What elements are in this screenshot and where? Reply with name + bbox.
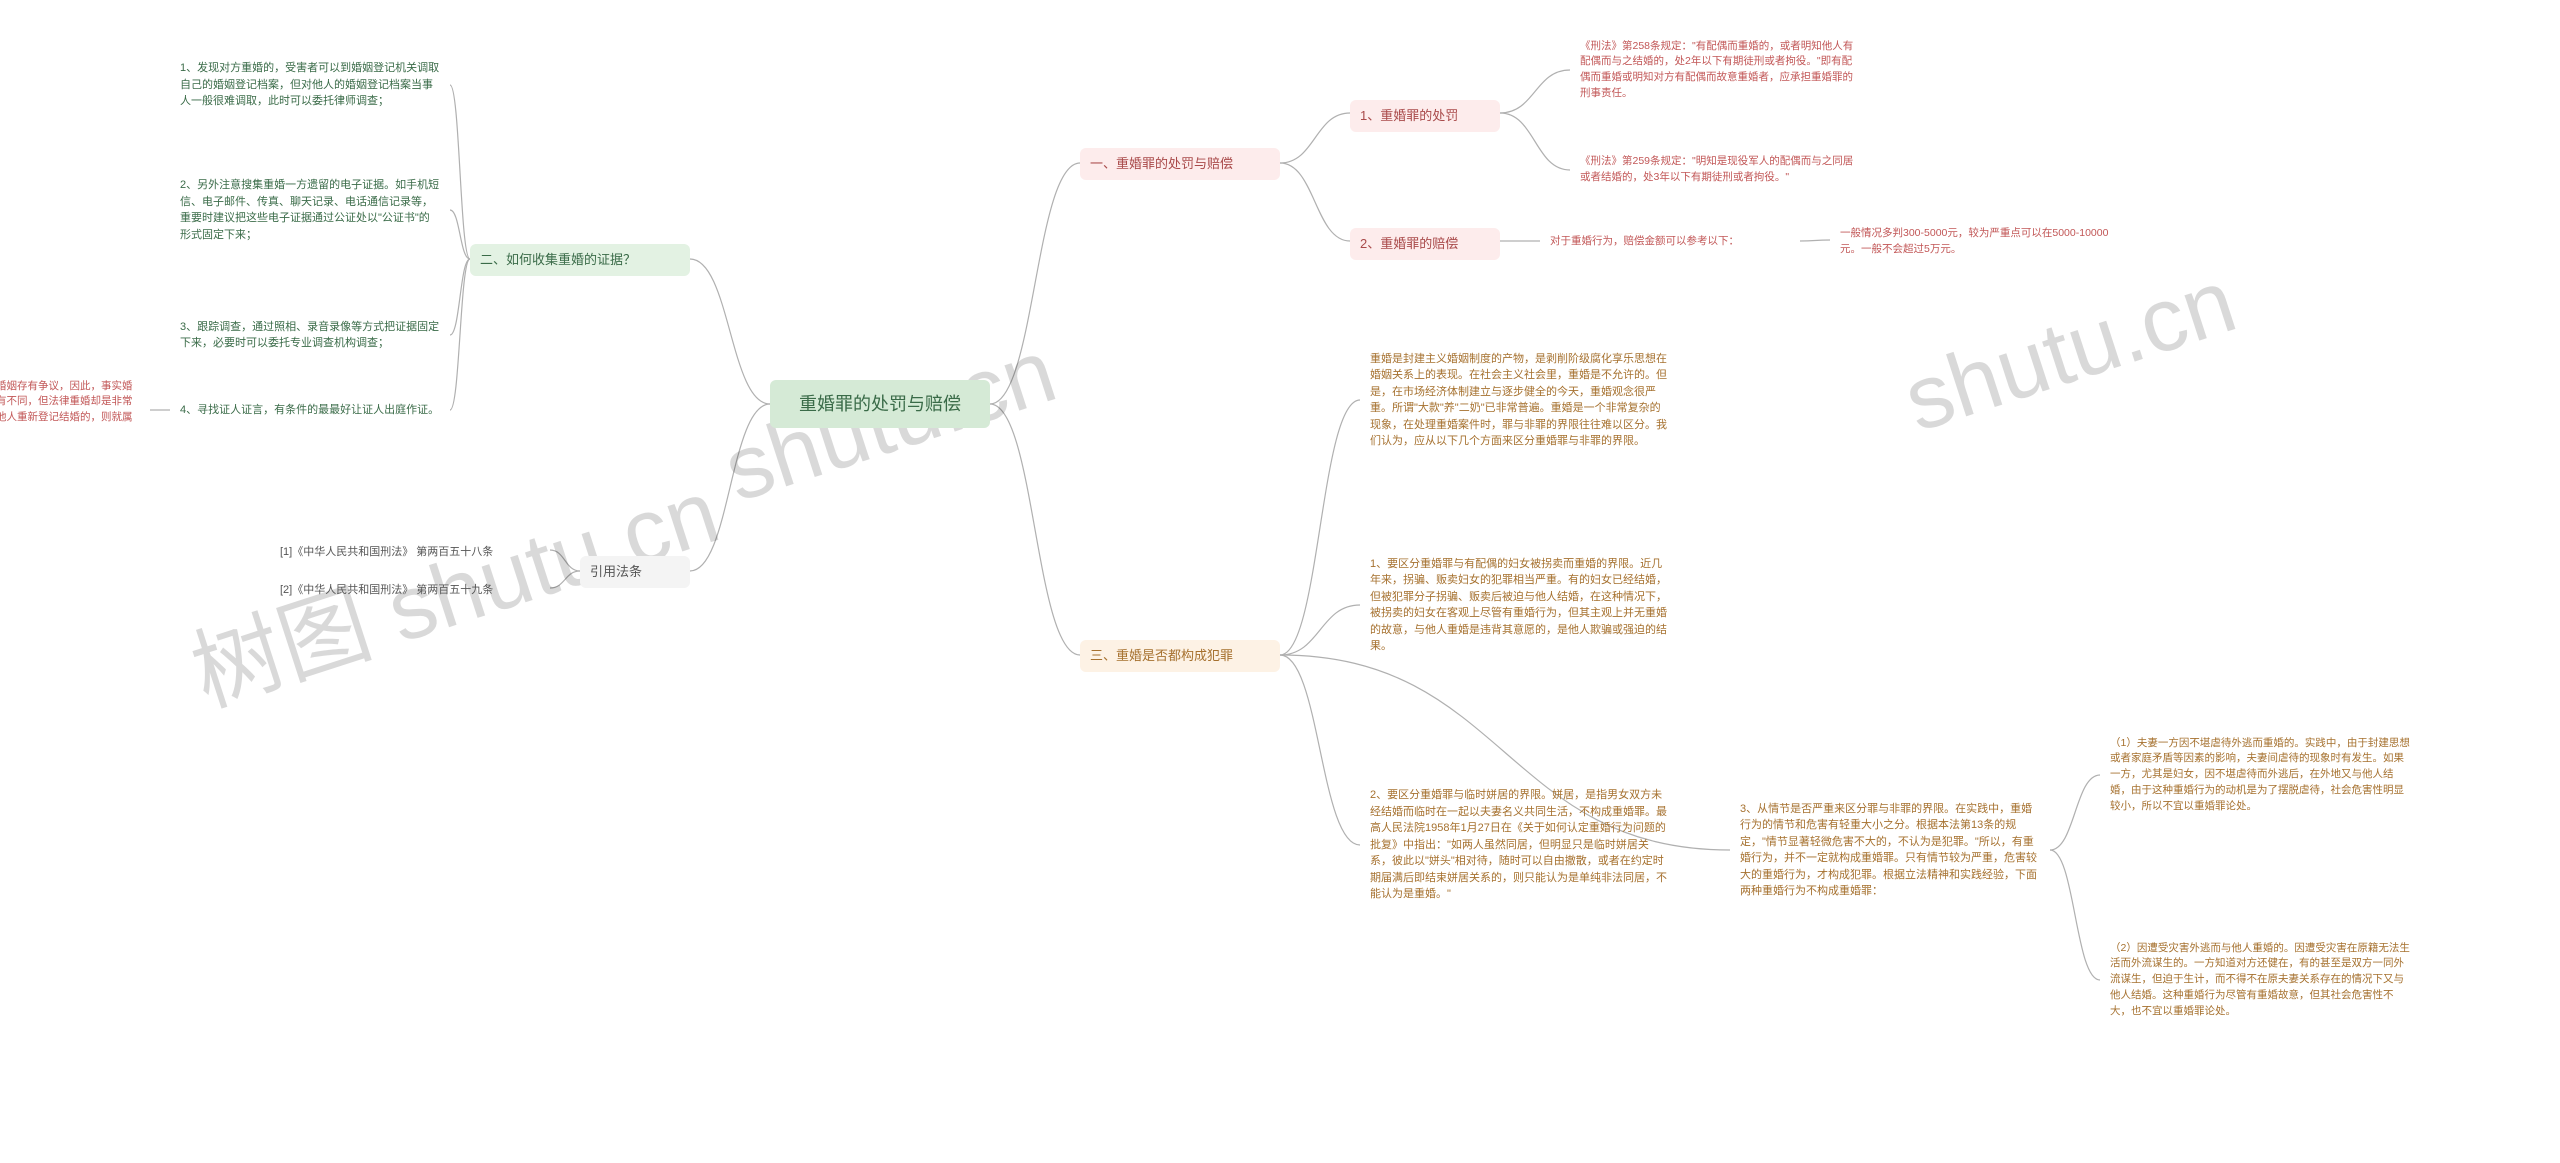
node-l3b[interactable]: [2]《中华人民共和国刑法》 第两百五十九条 — [270, 576, 550, 605]
node-r3d1[interactable]: （1）夫妻一方因不堪虐待外逃而重婚的。实践中，由于封建思想或者家庭矛盾等因素的影… — [2100, 700, 2420, 850]
node-r1a[interactable]: 1、重婚罪的处罚 — [1350, 100, 1500, 132]
node-l2b[interactable]: 2、另外注意搜集重婚一方遗留的电子证据。如手机短信、电子邮件、传真、聊天记录、电… — [170, 160, 450, 260]
node-r1b[interactable]: 2、重婚罪的赔偿 — [1350, 228, 1500, 260]
node-r3d[interactable]: 3、从情节是否严重来区分罪与非罪的界限。在实践中，重婚行为的情节和危害有轻重大小… — [1730, 750, 2050, 950]
node-l2a[interactable]: 1、发现对方重婚的，受害者可以到婚姻登记机关调取自己的婚姻登记档案，但对他人的婚… — [170, 40, 450, 130]
node-l2c[interactable]: 3、跟踪调查，通过照相、录音录像等方式把证据固定下来，必要时可以委托专业调查机构… — [170, 300, 450, 370]
node-l2[interactable]: 二、如何收集重婚的证据？ — [470, 244, 690, 276]
node-r1a2[interactable]: 《刑法》第259条规定："明知是现役军人的配偶而与之同居或者结婚的，处3年以下有… — [1570, 140, 1870, 200]
node-r3d2[interactable]: （2）因遭受灾害外逃而与他人重婚的。因遭受灾害在原籍无法生活而外流谋生的。一方知… — [2100, 900, 2420, 1060]
node-r1b1a[interactable]: 一般情况多判300-5000元，较为严重点可以在5000-10000元。一般不会… — [1830, 220, 2130, 264]
node-l2d1[interactable]: 目前，由于我国法律对事实婚姻存有争议，因此，事实婚姻的认定在各地区各法院也有不同… — [0, 370, 150, 450]
node-r3b[interactable]: 1、要区分重婚罪与有配偶的妇女被拐卖而重婚的界限。近几年来，拐骗、贩卖妇女的犯罪… — [1360, 520, 1680, 690]
node-l3[interactable]: 引用法条 — [580, 556, 690, 588]
node-l3a[interactable]: [1]《中华人民共和国刑法》 第两百五十八条 — [270, 538, 550, 567]
node-r1b1[interactable]: 对于重婚行为，赔偿金额可以参考以下： — [1540, 228, 1800, 256]
node-r3[interactable]: 三、重婚是否都构成犯罪 — [1080, 640, 1280, 672]
center-node[interactable]: 重婚罪的处罚与赔偿 — [770, 380, 990, 428]
node-r3c[interactable]: 2、要区分重婚罪与临时姘居的界限。姘居，是指男女双方未经结婚而临时在一起以夫妻名… — [1360, 730, 1680, 960]
mindmap-canvas: 树图 shutu.cn shutu.cn shutu.cn 重婚罪的处罚与赔偿 … — [0, 0, 2560, 1163]
node-r3a[interactable]: 重婚是封建主义婚姻制度的产物，是剥削阶级腐化享乐思想在婚姻关系上的表现。在社会主… — [1360, 300, 1680, 500]
watermark-3: shutu.cn — [1892, 250, 2247, 453]
node-r1a1[interactable]: 《刑法》第258条规定："有配偶而重婚的，或者明知他人有配偶而与之结婚的，处2年… — [1570, 20, 1870, 120]
node-l2d[interactable]: 4、寻找证人证言，有条件的最最好让证人出庭作证。 — [170, 390, 450, 430]
node-r1[interactable]: 一、重婚罪的处罚与赔偿 — [1080, 148, 1280, 180]
